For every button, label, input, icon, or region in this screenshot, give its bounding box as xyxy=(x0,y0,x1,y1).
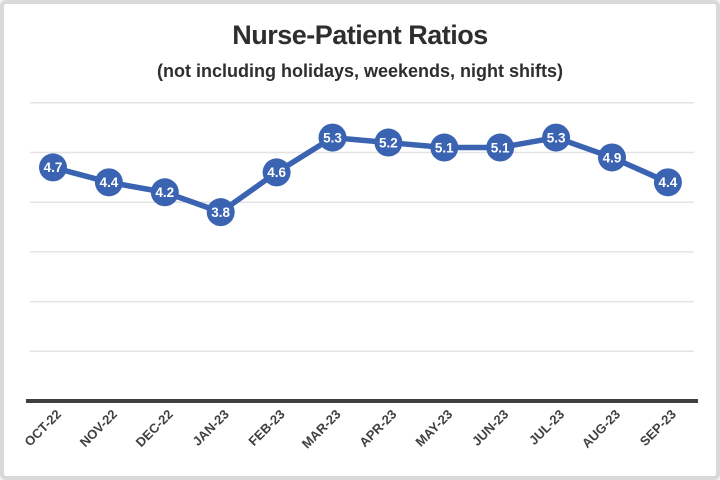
data-point-marker xyxy=(150,178,179,207)
series-line xyxy=(50,134,671,215)
data-point-marker xyxy=(374,128,403,157)
x-axis-tick-label: DEC-22 xyxy=(133,407,176,450)
data-point-marker xyxy=(39,153,67,182)
data-point-value-label: 5.3 xyxy=(547,130,566,145)
data-point-marker xyxy=(318,123,347,152)
data-point-marker xyxy=(206,198,235,227)
data-point-marker xyxy=(542,123,571,152)
data-point-value-label: 4.4 xyxy=(100,175,119,190)
data-point-value-label: 5.1 xyxy=(491,140,510,155)
data-point-value-label: 5.1 xyxy=(435,140,454,155)
x-axis-tick-label: AUG-23 xyxy=(579,407,623,451)
x-axis-tick-label: MAY-23 xyxy=(412,407,455,450)
data-point-value-label: 4.7 xyxy=(44,160,63,175)
x-axis-tick-label: OCT-22 xyxy=(21,407,64,450)
data-point-value-label: 3.8 xyxy=(211,205,230,220)
chart-subtitle: (not including holidays, weekends, night… xyxy=(156,61,564,81)
x-axis-tick-label: SEP-23 xyxy=(637,407,679,449)
x-axis-tick-label: JUN-23 xyxy=(469,407,511,449)
x-axis-tick-label: JAN-23 xyxy=(190,407,232,449)
x-axis-tick-label: MAR-23 xyxy=(299,407,344,452)
x-axis-tick-label: NOV-22 xyxy=(77,407,120,450)
data-point-value-label: 4.2 xyxy=(155,185,174,200)
x-axis-tick-label: APR-23 xyxy=(356,407,399,450)
line-chart-plot-area: 4.7 OCT-22 4.4 NOV-22 4.2 DEC-22 3.8 JAN-23 4.6 F… xyxy=(21,102,698,452)
data-point-value-label: 5.2 xyxy=(379,135,398,150)
x-axis-tick-label: JUL-23 xyxy=(526,407,567,448)
x-axis-tick-label: FEB-23 xyxy=(245,407,287,449)
data-point-marker xyxy=(94,168,123,197)
data-point-value-label: 4.4 xyxy=(659,175,678,190)
data-point-value-label: 5.3 xyxy=(323,130,342,145)
data-point-value-label: 4.6 xyxy=(267,165,286,180)
data-point-marker xyxy=(653,168,682,197)
data-point-marker xyxy=(598,143,626,172)
data-point-marker xyxy=(262,158,291,187)
data-point-marker xyxy=(486,133,515,162)
data-point-marker xyxy=(430,133,459,162)
data-point-value-label: 4.9 xyxy=(603,150,622,165)
chart-title: Nurse-Patient Ratios xyxy=(232,20,488,50)
